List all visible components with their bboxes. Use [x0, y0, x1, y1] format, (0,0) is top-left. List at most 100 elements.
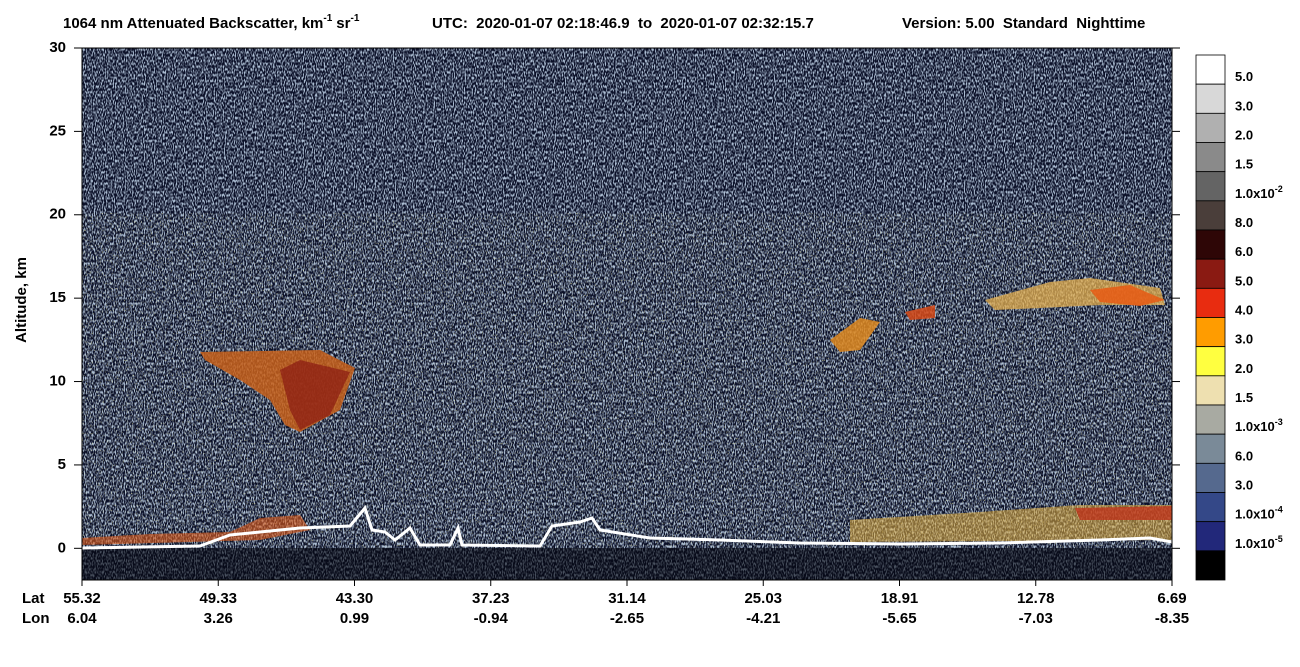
title-text: 1064 nm Attenuated Backscatter, km	[63, 15, 323, 32]
colorbar-tick-exponent: -5	[1275, 534, 1283, 544]
colorbar-tick-text: 4.0	[1235, 303, 1253, 318]
y-tick-label: 25	[49, 122, 66, 139]
y-tick-label: 20	[49, 206, 66, 223]
colorbar-tick-label: 1.0x10-3	[1235, 418, 1283, 435]
chart-title: 1064 nm Attenuated Backscatter, km-1 sr-1	[63, 13, 360, 32]
colorbar-tick-label: 8.0	[1235, 215, 1253, 230]
colorbar-box	[1195, 258, 1226, 289]
lat-label: 18.91	[881, 590, 919, 607]
title-exponent: -1	[350, 13, 359, 24]
colorbar-box	[1195, 375, 1226, 406]
row-label: Lon	[22, 610, 50, 627]
version: Version: 5.00 Standard Nighttime	[902, 15, 1145, 32]
colorbar-tick-text: 1.0x10	[1235, 420, 1275, 435]
colorbar-tick-text: 6.0	[1235, 245, 1253, 260]
y-tick-label: 10	[49, 373, 66, 390]
curtain-image	[82, 48, 1172, 580]
lat-label: 12.78	[1017, 590, 1055, 607]
colorbar-tick-label: 4.0	[1235, 303, 1253, 318]
lat-label: 31.14	[608, 590, 646, 607]
colorbar-box	[1195, 404, 1226, 435]
colorbar-tick-text: 5.0	[1235, 274, 1253, 289]
colorbar-box	[1195, 433, 1226, 464]
colorbar-box	[1195, 142, 1226, 173]
cloud	[1090, 285, 1165, 306]
colorbar-box	[1195, 229, 1226, 260]
colorbar-box	[1195, 346, 1226, 377]
y-axis-label: Altitude, km	[13, 257, 30, 343]
y-tick-label: 30	[49, 39, 66, 56]
colorbar-tick-label: 3.0	[1235, 99, 1253, 114]
colorbar-box	[1195, 317, 1226, 348]
colorbar-tick-text: 1.0x10	[1235, 536, 1275, 551]
lon-label: -7.03	[1019, 610, 1053, 627]
colorbar-box	[1195, 112, 1226, 143]
colorbar-tick-label: 1.0x10-5	[1235, 534, 1283, 551]
colorbar-tick-label: 2.0	[1235, 128, 1253, 143]
colorbar-tick-text: 1.0x10	[1235, 507, 1275, 522]
colorbar-box	[1195, 54, 1226, 85]
colorbar-tick-text: 6.0	[1235, 449, 1253, 464]
lat-label: 55.32	[63, 590, 101, 607]
lat-label: 43.30	[336, 590, 374, 607]
colorbar-tick-text: 3.0	[1235, 99, 1253, 114]
colorbar-box	[1195, 200, 1226, 231]
colorbar-tick-exponent: -2	[1275, 184, 1283, 194]
aerosol-layer	[1075, 506, 1172, 520]
colorbar-box	[1195, 492, 1226, 523]
lon-label: -4.21	[746, 610, 780, 627]
colorbar-tick-label: 2.0	[1235, 361, 1253, 376]
lat-label: 6.69	[1157, 590, 1186, 607]
lat-label: 37.23	[472, 590, 510, 607]
lon-label: 6.04	[67, 610, 97, 627]
colorbar-box	[1195, 171, 1226, 202]
colorbar-tick-label: 5.0	[1235, 70, 1253, 85]
colorbar-box	[1195, 287, 1226, 318]
utc-range: UTC: 2020-01-07 02:18:46.9 to 2020-01-07…	[432, 15, 814, 32]
colorbar-tick-label: 6.0	[1235, 245, 1253, 260]
subsurface	[82, 548, 1172, 580]
colorbar-box	[1195, 521, 1226, 552]
lon-label: -5.65	[882, 610, 916, 627]
colorbar-tick-label: 5.0	[1235, 274, 1253, 289]
colorbar-tick-text: 2.0	[1235, 361, 1253, 376]
row-label: Lat	[22, 590, 45, 607]
colorbar-tick-label: 1.5	[1235, 390, 1253, 405]
colorbar-tick-text: 3.0	[1235, 478, 1253, 493]
colorbar-tick-label: 1.5	[1235, 157, 1253, 172]
cloud	[905, 305, 935, 320]
surface-return	[82, 504, 1172, 550]
lat-label: 25.03	[744, 590, 782, 607]
y-tick-label: 0	[58, 539, 66, 556]
lon-label: 0.99	[340, 610, 369, 627]
colorbar-tick-label: 3.0	[1235, 478, 1253, 493]
lon-label: -2.65	[610, 610, 644, 627]
lat-label: 49.33	[199, 590, 237, 607]
colorbar-tick-label: 3.0	[1235, 332, 1253, 347]
colorbar-tick-text: 2.0	[1235, 128, 1253, 143]
aerosol-layer	[82, 515, 310, 545]
colorbar-tick-label: 6.0	[1235, 449, 1253, 464]
colorbar-tick-label: 1.0x10-2	[1235, 184, 1283, 201]
lon-label: -8.35	[1155, 610, 1189, 627]
colorbar-tick-text: 5.0	[1235, 70, 1253, 85]
colorbar-tick-text: 3.0	[1235, 332, 1253, 347]
colorbar-tick-text: 1.0x10	[1235, 186, 1275, 201]
lon-label: 3.26	[204, 610, 233, 627]
title-exponent: -1	[323, 13, 332, 24]
title-unit: sr	[336, 15, 350, 32]
colorbar-box	[1195, 550, 1226, 581]
y-tick-label: 15	[49, 289, 66, 306]
colorbar-box	[1195, 462, 1226, 493]
cloud	[830, 318, 880, 352]
colorbar-box	[1195, 83, 1226, 114]
colorbar-tick-exponent: -3	[1275, 418, 1283, 428]
colorbar-tick-label: 1.0x10-4	[1235, 505, 1283, 522]
lon-label: -0.94	[474, 610, 509, 627]
colorbar-tick-text: 1.5	[1235, 390, 1253, 405]
cloud	[280, 360, 350, 430]
colorbar-tick-exponent: -4	[1275, 505, 1283, 515]
colorbar-tick-text: 8.0	[1235, 215, 1253, 230]
y-tick-label: 5	[58, 456, 66, 473]
